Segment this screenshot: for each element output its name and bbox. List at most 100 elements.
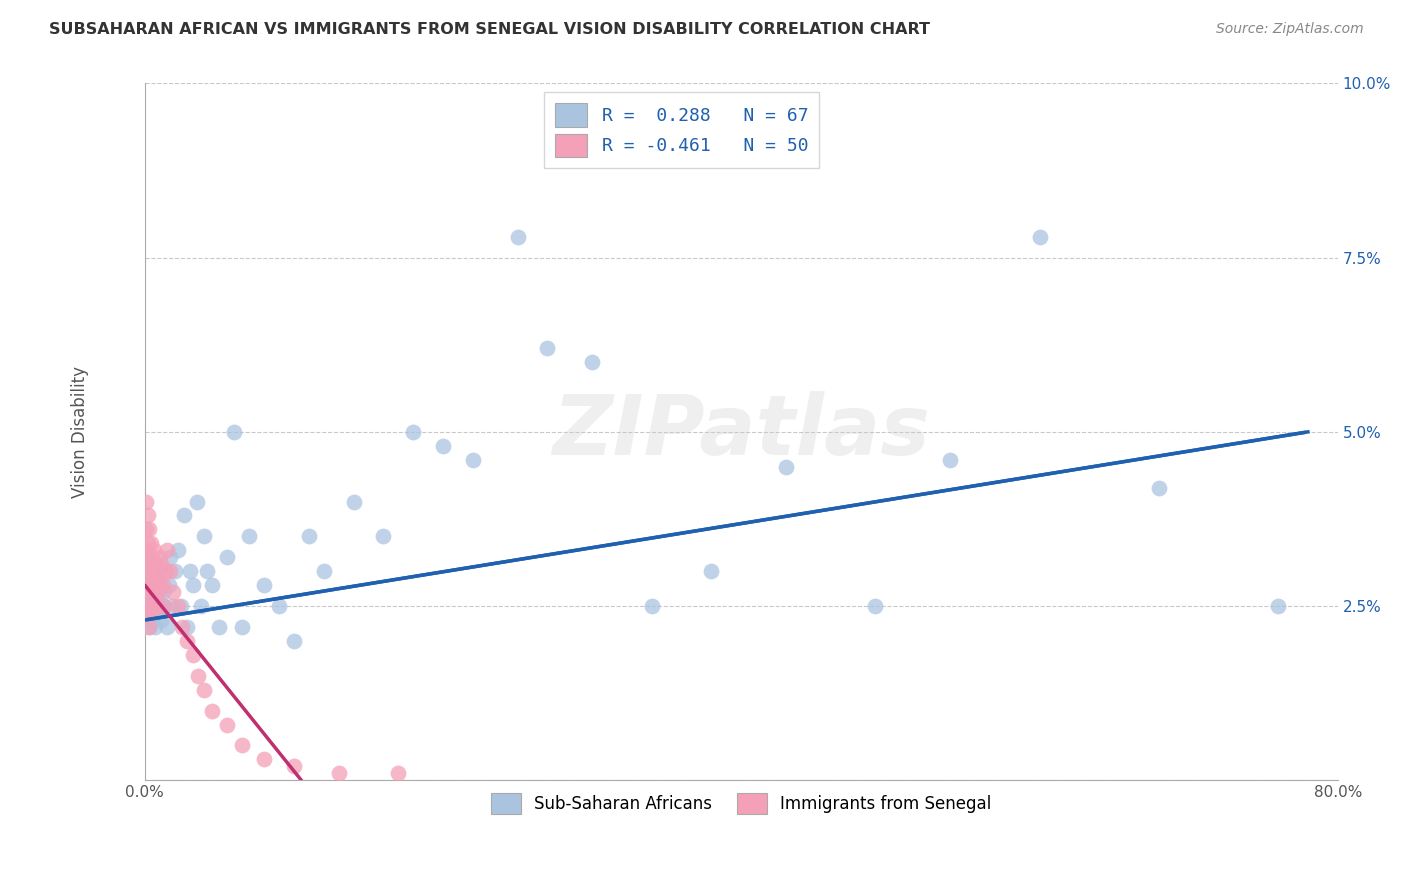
Point xyxy=(135,578,157,592)
Point xyxy=(312,564,335,578)
Point xyxy=(253,752,276,766)
Point xyxy=(283,634,305,648)
Point xyxy=(231,739,253,753)
Point xyxy=(145,571,167,585)
Point xyxy=(1028,229,1050,244)
Point xyxy=(138,550,160,565)
Point xyxy=(136,536,159,550)
Point xyxy=(141,564,163,578)
Point xyxy=(153,599,176,613)
Point xyxy=(150,613,173,627)
Point xyxy=(700,564,723,578)
Point xyxy=(142,578,165,592)
Point xyxy=(238,529,260,543)
Point xyxy=(267,599,290,613)
Point xyxy=(176,634,198,648)
Point xyxy=(179,564,201,578)
Point xyxy=(149,578,172,592)
Point xyxy=(162,585,184,599)
Point xyxy=(141,599,163,613)
Point xyxy=(160,599,183,613)
Point xyxy=(193,529,215,543)
Point xyxy=(138,620,160,634)
Point xyxy=(142,543,165,558)
Text: SUBSAHARAN AFRICAN VS IMMIGRANTS FROM SENEGAL VISION DISABILITY CORRELATION CHAR: SUBSAHARAN AFRICAN VS IMMIGRANTS FROM SE… xyxy=(49,22,931,37)
Point xyxy=(201,704,224,718)
Point xyxy=(138,620,160,634)
Text: ZIPatlas: ZIPatlas xyxy=(553,392,931,473)
Point xyxy=(283,759,305,773)
Point xyxy=(143,558,166,572)
Point xyxy=(139,564,162,578)
Point xyxy=(136,606,159,620)
Point xyxy=(136,585,159,599)
Point xyxy=(155,564,177,578)
Point xyxy=(148,592,170,607)
Point xyxy=(135,564,157,578)
Point xyxy=(176,620,198,634)
Point xyxy=(141,592,163,607)
Text: Source: ZipAtlas.com: Source: ZipAtlas.com xyxy=(1216,22,1364,37)
Point xyxy=(581,355,603,369)
Point xyxy=(143,620,166,634)
Point xyxy=(186,494,208,508)
Point xyxy=(143,585,166,599)
Point xyxy=(373,529,395,543)
Point xyxy=(141,613,163,627)
Point xyxy=(150,558,173,572)
Point xyxy=(135,523,157,537)
Point xyxy=(139,606,162,620)
Point xyxy=(173,508,195,523)
Point xyxy=(156,620,179,634)
Point xyxy=(166,543,188,558)
Point xyxy=(138,585,160,599)
Point xyxy=(201,578,224,592)
Point xyxy=(156,543,179,558)
Point xyxy=(231,620,253,634)
Point xyxy=(152,585,174,599)
Point xyxy=(215,717,238,731)
Point xyxy=(139,585,162,599)
Point xyxy=(138,558,160,572)
Point xyxy=(148,585,170,599)
Point xyxy=(208,620,231,634)
Point xyxy=(149,578,172,592)
Point xyxy=(145,571,167,585)
Point xyxy=(142,599,165,613)
Point xyxy=(153,599,176,613)
Point xyxy=(328,766,350,780)
Point xyxy=(641,599,664,613)
Point xyxy=(166,599,188,613)
Point xyxy=(136,564,159,578)
Point xyxy=(143,558,166,572)
Point xyxy=(159,550,181,565)
Point xyxy=(155,564,177,578)
Point xyxy=(139,571,162,585)
Point xyxy=(145,599,167,613)
Point xyxy=(224,425,246,439)
Point xyxy=(135,494,157,508)
Point xyxy=(432,439,454,453)
Point xyxy=(136,550,159,565)
Point xyxy=(215,550,238,565)
Point xyxy=(190,599,212,613)
Legend: Sub-Saharan Africans, Immigrants from Senegal: Sub-Saharan Africans, Immigrants from Se… xyxy=(481,783,1001,824)
Point xyxy=(181,578,204,592)
Y-axis label: Vision Disability: Vision Disability xyxy=(72,366,89,498)
Point xyxy=(145,599,167,613)
Point xyxy=(141,578,163,592)
Point xyxy=(139,606,162,620)
Point xyxy=(138,599,160,613)
Point xyxy=(149,550,172,565)
Point xyxy=(1267,599,1289,613)
Point xyxy=(536,341,558,355)
Point xyxy=(461,452,484,467)
Point xyxy=(159,564,181,578)
Point xyxy=(138,523,160,537)
Point xyxy=(142,571,165,585)
Point xyxy=(775,459,797,474)
Point xyxy=(136,599,159,613)
Point xyxy=(181,648,204,662)
Point xyxy=(139,536,162,550)
Point xyxy=(387,766,409,780)
